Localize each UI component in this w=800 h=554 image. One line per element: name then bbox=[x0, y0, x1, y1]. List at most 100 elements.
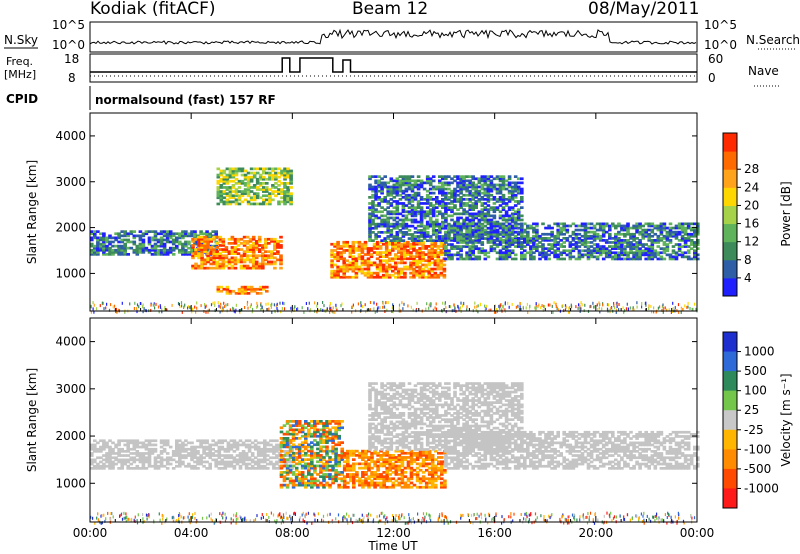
power-cell bbox=[483, 214, 488, 218]
power-cell bbox=[438, 237, 442, 240]
power-cell bbox=[438, 235, 442, 238]
power-cell bbox=[516, 243, 521, 246]
power-cell bbox=[668, 230, 673, 234]
power-cell bbox=[474, 231, 478, 234]
power-cell bbox=[289, 177, 293, 181]
power-cell bbox=[441, 189, 445, 193]
power-cell bbox=[689, 222, 694, 226]
freq-tick-bottom: 8 bbox=[68, 71, 76, 85]
power-cell bbox=[90, 310, 92, 314]
power-cell bbox=[664, 306, 666, 310]
power-cell bbox=[441, 216, 445, 220]
power-cell bbox=[123, 246, 127, 250]
power-cell bbox=[403, 247, 407, 250]
power-cell bbox=[261, 244, 265, 247]
power-cell bbox=[345, 245, 349, 248]
power-cell bbox=[386, 220, 390, 224]
power-cell bbox=[325, 308, 328, 312]
power-cell bbox=[410, 200, 415, 203]
power-cell bbox=[665, 226, 670, 230]
power-cell bbox=[662, 234, 667, 238]
power-cell bbox=[371, 189, 375, 193]
power-cell bbox=[286, 169, 290, 173]
power-cell bbox=[246, 175, 251, 179]
power-cell bbox=[465, 241, 469, 244]
power-cell bbox=[583, 234, 588, 238]
power-cell bbox=[273, 252, 277, 255]
power-cell bbox=[674, 243, 679, 246]
power-cell bbox=[108, 251, 112, 254]
power-cell bbox=[363, 247, 368, 250]
power-cell bbox=[222, 306, 224, 310]
power-cell bbox=[644, 228, 648, 232]
power-cell bbox=[392, 189, 397, 193]
power-cell bbox=[159, 230, 164, 233]
power-cell bbox=[480, 191, 485, 195]
power-cell bbox=[668, 228, 673, 232]
freq-label-1: Freq. bbox=[6, 55, 33, 68]
power-cell bbox=[106, 302, 108, 306]
power-cell bbox=[453, 303, 455, 307]
power-cell bbox=[255, 177, 260, 181]
power-cell bbox=[401, 301, 403, 305]
power-cell bbox=[380, 210, 384, 214]
power-cell bbox=[391, 242, 395, 246]
power-cell bbox=[416, 185, 421, 189]
power-cell bbox=[465, 218, 469, 222]
power-cell bbox=[538, 237, 542, 240]
power-cell bbox=[336, 253, 340, 256]
power-cell bbox=[659, 247, 664, 250]
velocity-cell bbox=[102, 439, 106, 443]
power-cell bbox=[595, 251, 600, 255]
power-cell bbox=[474, 232, 478, 236]
power-cell bbox=[227, 303, 229, 307]
power-cell bbox=[435, 233, 439, 236]
power-cell bbox=[456, 234, 460, 238]
power-cell bbox=[242, 240, 247, 243]
power-cell bbox=[427, 269, 431, 273]
power-cell bbox=[662, 257, 667, 261]
power-cell bbox=[138, 236, 143, 240]
power-cell bbox=[380, 220, 384, 224]
power-cell bbox=[117, 234, 121, 238]
power-cell bbox=[647, 224, 651, 228]
power-cell bbox=[150, 253, 155, 256]
power-cell bbox=[529, 304, 531, 308]
power-cell bbox=[105, 253, 109, 256]
power-cell bbox=[632, 255, 636, 259]
power-cell bbox=[171, 303, 173, 307]
power-cell bbox=[480, 241, 485, 244]
power-cell bbox=[465, 245, 469, 248]
power-cell bbox=[413, 231, 418, 234]
power-cell bbox=[283, 175, 287, 179]
power-cell bbox=[406, 240, 410, 244]
power-cell bbox=[383, 183, 387, 187]
power-cell bbox=[471, 235, 475, 238]
power-cell bbox=[249, 289, 254, 293]
power-cell bbox=[249, 305, 251, 309]
power-cell bbox=[262, 188, 266, 191]
power-cell bbox=[398, 237, 403, 240]
power-cell bbox=[532, 243, 536, 246]
power-cell bbox=[480, 177, 485, 181]
power-cell bbox=[450, 230, 454, 234]
power-cell bbox=[501, 196, 506, 199]
power-cell bbox=[279, 262, 283, 266]
power-cell bbox=[647, 251, 651, 255]
power-cell bbox=[677, 249, 682, 253]
power-cell bbox=[471, 245, 475, 248]
power-cell bbox=[620, 247, 624, 250]
power-cell bbox=[453, 206, 457, 209]
velocity-cell bbox=[328, 483, 332, 487]
power-cell bbox=[459, 175, 463, 178]
power-cell bbox=[193, 234, 197, 238]
power-cell bbox=[541, 253, 545, 257]
power-cell bbox=[385, 301, 387, 305]
power-cell bbox=[529, 224, 533, 228]
power-cell bbox=[422, 235, 427, 238]
power-cell bbox=[184, 240, 188, 244]
power-cell bbox=[252, 171, 257, 175]
power-cell bbox=[403, 240, 407, 244]
power-cell bbox=[436, 275, 441, 279]
power-cell bbox=[691, 308, 693, 311]
